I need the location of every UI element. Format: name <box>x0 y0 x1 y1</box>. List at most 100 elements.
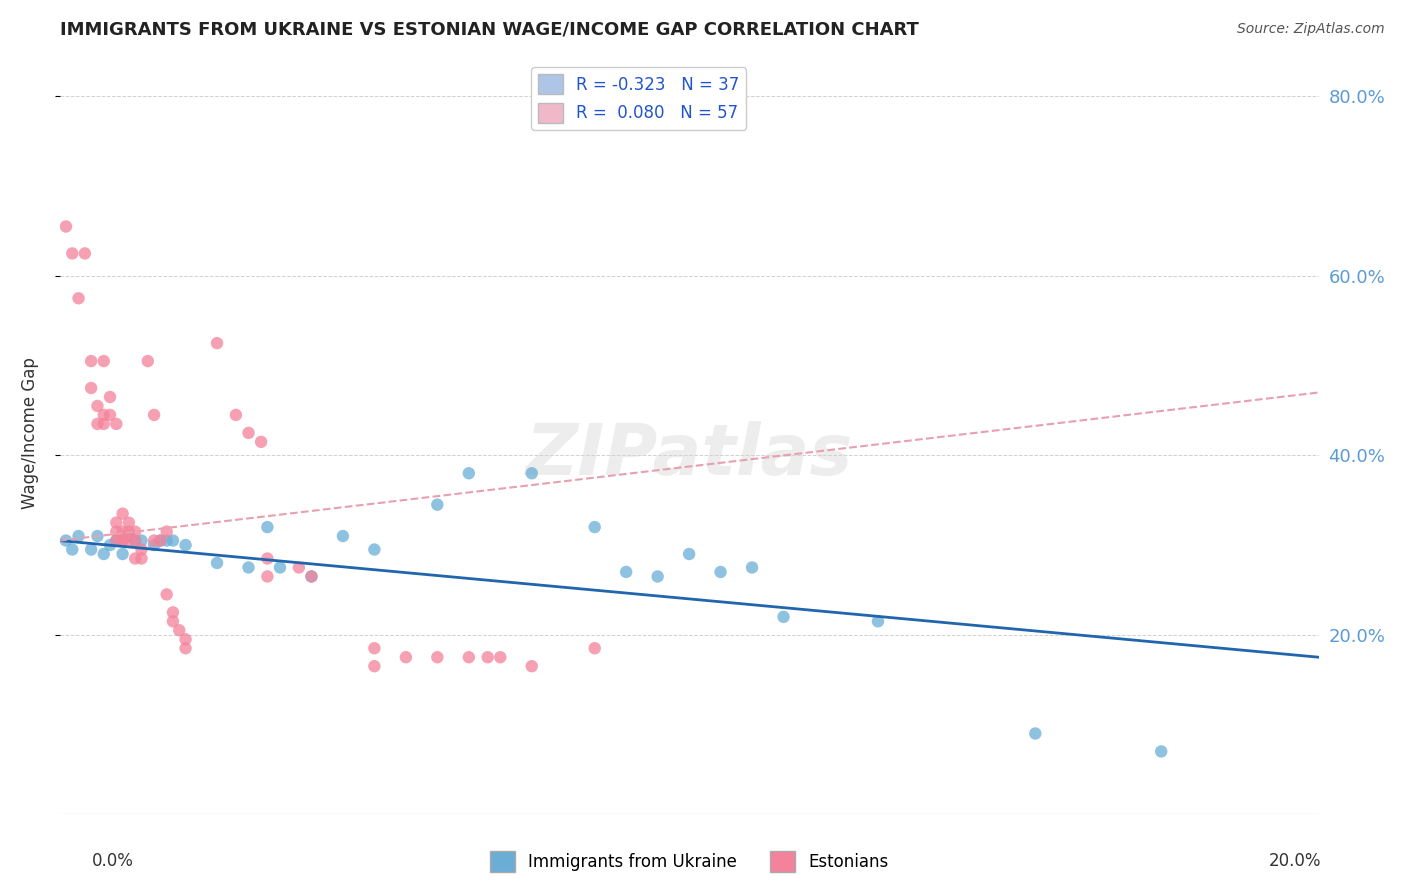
Point <box>477 650 499 665</box>
Point <box>93 547 115 561</box>
Point <box>250 434 273 449</box>
Point <box>162 533 184 548</box>
Point <box>426 650 449 665</box>
Point <box>105 516 128 530</box>
Point <box>256 569 278 583</box>
Point <box>60 542 83 557</box>
Point <box>614 565 637 579</box>
Point <box>67 291 90 305</box>
Point <box>124 533 146 548</box>
Point <box>105 417 128 431</box>
Point <box>162 605 184 619</box>
Point <box>131 551 153 566</box>
Point <box>520 467 543 481</box>
Point <box>1024 726 1046 740</box>
Point <box>55 219 77 234</box>
Point <box>118 529 141 543</box>
Point <box>426 498 449 512</box>
Point <box>301 569 323 583</box>
Point <box>86 417 108 431</box>
Text: IMMIGRANTS FROM UKRAINE VS ESTONIAN WAGE/INCOME GAP CORRELATION CHART: IMMIGRANTS FROM UKRAINE VS ESTONIAN WAGE… <box>59 21 918 39</box>
Point <box>772 610 794 624</box>
Text: ZIPatlas: ZIPatlas <box>526 421 853 491</box>
Point <box>111 533 134 548</box>
Point <box>162 615 184 629</box>
Point <box>174 641 197 656</box>
Point <box>98 408 121 422</box>
Point <box>238 560 260 574</box>
Point <box>86 529 108 543</box>
Point <box>710 565 733 579</box>
Point <box>55 533 77 548</box>
Legend: Immigrants from Ukraine, Estonians: Immigrants from Ukraine, Estonians <box>482 845 896 879</box>
Point <box>80 354 103 368</box>
Point <box>111 533 134 548</box>
Point <box>156 587 179 601</box>
Point <box>105 533 128 548</box>
Point <box>167 624 190 638</box>
Point <box>238 425 260 440</box>
Point <box>118 533 141 548</box>
Point <box>124 533 146 548</box>
Point <box>678 547 700 561</box>
Text: 0.0%: 0.0% <box>91 852 134 870</box>
Point <box>143 408 166 422</box>
Point <box>457 650 479 665</box>
Point <box>93 417 115 431</box>
Point <box>156 533 179 548</box>
Point <box>149 533 172 548</box>
Point <box>80 381 103 395</box>
Point <box>111 547 134 561</box>
Point <box>136 354 159 368</box>
Point <box>301 569 323 583</box>
Point <box>1150 744 1173 758</box>
Point <box>489 650 512 665</box>
Point <box>86 399 108 413</box>
Point <box>866 615 889 629</box>
Point <box>174 632 197 647</box>
Point <box>363 641 385 656</box>
Point <box>288 560 311 574</box>
Point <box>131 542 153 557</box>
Point <box>149 533 172 548</box>
Point <box>256 551 278 566</box>
Point <box>174 538 197 552</box>
Point <box>118 516 141 530</box>
Point <box>118 524 141 539</box>
Point <box>395 650 418 665</box>
Point <box>124 524 146 539</box>
Point <box>98 538 121 552</box>
Point <box>225 408 247 422</box>
Point <box>124 551 146 566</box>
Point <box>131 533 153 548</box>
Point <box>205 556 228 570</box>
Point <box>111 524 134 539</box>
Point <box>363 542 385 557</box>
Point <box>67 529 90 543</box>
Point <box>156 524 179 539</box>
Point <box>457 467 479 481</box>
Point <box>60 246 83 260</box>
Point <box>93 354 115 368</box>
Point <box>269 560 291 574</box>
Point <box>647 569 669 583</box>
Point <box>741 560 763 574</box>
Point <box>143 538 166 552</box>
Point <box>332 529 354 543</box>
Point <box>73 246 96 260</box>
Point <box>105 524 128 539</box>
Point <box>93 408 115 422</box>
Point <box>363 659 385 673</box>
Point <box>111 507 134 521</box>
Y-axis label: Wage/Income Gap: Wage/Income Gap <box>21 357 39 508</box>
Point <box>583 520 606 534</box>
Point <box>520 659 543 673</box>
Point <box>80 542 103 557</box>
Point <box>105 533 128 548</box>
Point <box>256 520 278 534</box>
Point <box>205 336 228 351</box>
Point <box>98 390 121 404</box>
Point <box>143 533 166 548</box>
Text: Source: ZipAtlas.com: Source: ZipAtlas.com <box>1237 22 1385 37</box>
Point <box>583 641 606 656</box>
